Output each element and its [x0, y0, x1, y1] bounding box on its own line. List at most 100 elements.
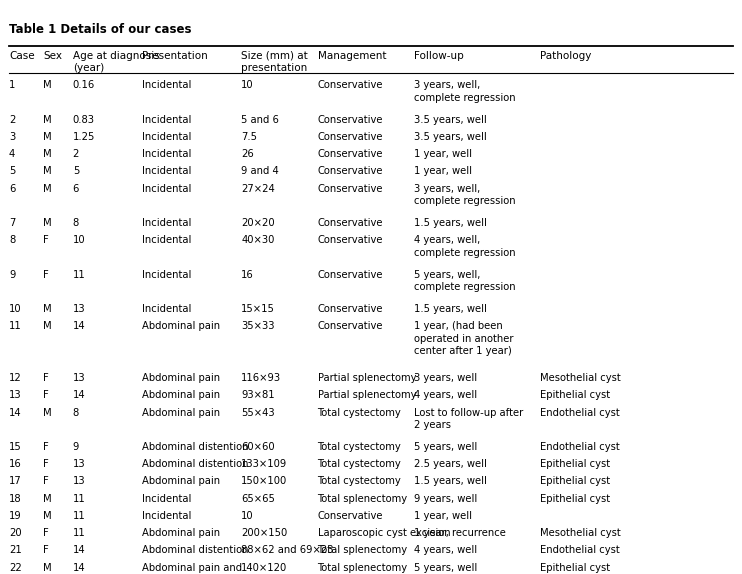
Text: Conservative: Conservative [318, 132, 383, 142]
Text: M: M [43, 149, 52, 159]
Text: Partial splenectomy: Partial splenectomy [318, 373, 416, 383]
Text: 11: 11 [73, 270, 85, 280]
Text: Lost to follow-up after
2 years: Lost to follow-up after 2 years [414, 408, 523, 430]
Text: 35×33: 35×33 [241, 321, 275, 331]
Text: Incidental: Incidental [142, 184, 192, 193]
Text: 1 year, recurrence: 1 year, recurrence [414, 528, 506, 538]
Text: M: M [43, 115, 52, 125]
Text: M: M [43, 304, 52, 314]
Text: M: M [43, 408, 52, 417]
Text: Conservative: Conservative [318, 149, 383, 159]
Text: Total splenectomy: Total splenectomy [318, 494, 407, 503]
Text: 13: 13 [73, 459, 85, 469]
Text: Case: Case [9, 51, 35, 60]
Text: 1: 1 [9, 80, 16, 90]
Text: Incidental: Incidental [142, 511, 192, 521]
Text: 1.5 years, well: 1.5 years, well [414, 476, 487, 486]
Text: Conservative: Conservative [318, 270, 383, 280]
Text: 11: 11 [73, 494, 85, 503]
Text: 16: 16 [9, 459, 22, 469]
Text: Abdominal distention: Abdominal distention [142, 545, 249, 555]
Text: M: M [43, 80, 52, 90]
Text: 1 year, well: 1 year, well [414, 149, 472, 159]
Text: 0.83: 0.83 [73, 115, 95, 125]
Text: Incidental: Incidental [142, 218, 192, 228]
Text: M: M [43, 184, 52, 193]
Text: 27×24: 27×24 [241, 184, 275, 193]
Text: M: M [43, 494, 52, 503]
Text: Mesothelial cyst: Mesothelial cyst [540, 528, 621, 538]
Text: Abdominal pain: Abdominal pain [142, 528, 220, 538]
Text: 9: 9 [9, 270, 16, 280]
Text: F: F [43, 373, 49, 383]
Text: Incidental: Incidental [142, 235, 192, 245]
Text: Total cystectomy: Total cystectomy [318, 476, 401, 486]
Text: M: M [43, 563, 52, 572]
Text: Incidental: Incidental [142, 166, 192, 176]
Text: 93×81: 93×81 [241, 390, 275, 400]
Text: 8: 8 [9, 235, 15, 245]
Text: 17: 17 [9, 476, 22, 486]
Text: 5 years, well: 5 years, well [414, 563, 477, 572]
Text: Follow-up: Follow-up [414, 51, 464, 60]
Text: Abdominal pain: Abdominal pain [142, 321, 220, 331]
Text: Epithelial cyst: Epithelial cyst [540, 459, 611, 469]
Text: Sex: Sex [43, 51, 62, 60]
Text: 2: 2 [9, 115, 16, 125]
Text: 13: 13 [9, 390, 22, 400]
Text: 11: 11 [9, 321, 22, 331]
Text: Management: Management [318, 51, 386, 60]
Text: F: F [43, 270, 49, 280]
Text: Abdominal pain: Abdominal pain [142, 408, 220, 417]
Text: 0.16: 0.16 [73, 80, 95, 90]
Text: 4 years, well: 4 years, well [414, 545, 477, 555]
Text: 88×62 and 69×23: 88×62 and 69×23 [241, 545, 334, 555]
Text: 150×100: 150×100 [241, 476, 287, 486]
Text: Mesothelial cyst: Mesothelial cyst [540, 373, 621, 383]
Text: 7: 7 [9, 218, 16, 228]
Text: 19: 19 [9, 511, 22, 521]
Text: 10: 10 [9, 304, 22, 314]
Text: F: F [43, 390, 49, 400]
Text: 16: 16 [241, 270, 254, 280]
Text: 10: 10 [73, 235, 85, 245]
Text: Epithelial cyst: Epithelial cyst [540, 390, 611, 400]
Text: F: F [43, 235, 49, 245]
Text: F: F [43, 476, 49, 486]
Text: Table 1 Details of our cases: Table 1 Details of our cases [9, 23, 191, 36]
Text: Total cystectomy: Total cystectomy [318, 442, 401, 452]
Text: Endothelial cyst: Endothelial cyst [540, 408, 620, 417]
Text: 5 years, well,
complete regression: 5 years, well, complete regression [414, 270, 516, 292]
Text: 10: 10 [241, 80, 254, 90]
Text: Abdominal pain: Abdominal pain [142, 390, 220, 400]
Text: 11: 11 [73, 528, 85, 538]
Text: 9 and 4: 9 and 4 [241, 166, 279, 176]
Text: Incidental: Incidental [142, 132, 192, 142]
Text: M: M [43, 511, 52, 521]
Text: 11: 11 [73, 511, 85, 521]
Text: 13: 13 [73, 304, 85, 314]
Text: Epithelial cyst: Epithelial cyst [540, 563, 611, 572]
Text: Size (mm) at
presentation: Size (mm) at presentation [241, 51, 308, 73]
Text: 1.25: 1.25 [73, 132, 95, 142]
Text: 18: 18 [9, 494, 22, 503]
Text: Abdominal pain: Abdominal pain [142, 373, 220, 383]
Text: 4 years, well: 4 years, well [414, 390, 477, 400]
Text: 15×15: 15×15 [241, 304, 275, 314]
Text: Conservative: Conservative [318, 321, 383, 331]
Text: 14: 14 [9, 408, 22, 417]
Text: Incidental: Incidental [142, 304, 192, 314]
Text: 9 years, well: 9 years, well [414, 494, 477, 503]
Text: 6: 6 [9, 184, 16, 193]
Text: 5: 5 [73, 166, 79, 176]
Text: 14: 14 [73, 321, 85, 331]
Text: 3 years, well,
complete regression: 3 years, well, complete regression [414, 80, 516, 103]
Text: 13: 13 [73, 373, 85, 383]
Text: 8: 8 [73, 218, 79, 228]
Text: F: F [43, 528, 49, 538]
Text: 116×93: 116×93 [241, 373, 281, 383]
Text: 14: 14 [73, 563, 85, 572]
Text: 2: 2 [73, 149, 79, 159]
Text: M: M [43, 132, 52, 142]
Text: F: F [43, 459, 49, 469]
